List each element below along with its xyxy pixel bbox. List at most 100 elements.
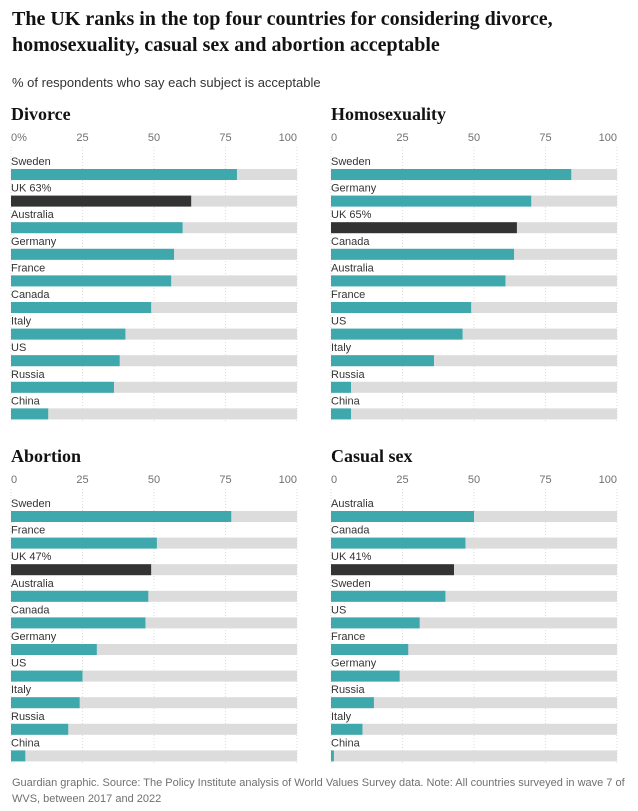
x-tick-label: 25 xyxy=(396,474,408,486)
bar-label: Australia xyxy=(11,209,55,221)
bar-row: Italy xyxy=(11,316,297,340)
bar xyxy=(11,355,120,367)
bar-label: Australia xyxy=(331,498,375,510)
bar xyxy=(331,511,474,522)
bar-row: Sweden xyxy=(11,156,297,180)
bar xyxy=(331,644,409,655)
bar-track xyxy=(11,697,297,709)
chart-subtitle: % of respondents who say each subject is… xyxy=(12,75,321,90)
bar-row: China xyxy=(331,737,617,762)
bar-row: France xyxy=(11,262,297,287)
panel-title-casual-sex: Casual sex xyxy=(331,446,413,466)
bar-label: Canada xyxy=(331,236,370,248)
bar-highlight xyxy=(331,564,454,576)
bar-label: China xyxy=(331,395,361,407)
bar xyxy=(11,644,97,655)
bar-track xyxy=(331,723,617,735)
bar xyxy=(11,511,232,522)
bar-track xyxy=(11,355,297,367)
bar-row: Italy xyxy=(11,684,297,709)
bar xyxy=(331,248,515,260)
x-tick-label: 0 xyxy=(11,474,17,486)
bar-row: UK 65% xyxy=(331,209,617,234)
bar xyxy=(11,275,172,287)
bar-label: US xyxy=(11,342,26,354)
bar-label: Italy xyxy=(11,684,32,696)
x-tick-label: 75 xyxy=(219,474,231,486)
bar xyxy=(331,302,472,313)
bar-track xyxy=(11,750,297,762)
bar xyxy=(11,328,126,340)
bar-track xyxy=(331,355,617,367)
bar-label: Germany xyxy=(331,183,377,195)
bar-row: UK 47% xyxy=(11,551,297,576)
x-axis-ticks: 0 25 50 75 100 xyxy=(331,132,617,144)
panel-title-abortion: Abortion xyxy=(11,446,82,466)
bar-track xyxy=(11,564,297,576)
panel-divorce: Divorce 0% 25 50 75 100 Sweden UK 63% Australia… xyxy=(10,103,298,433)
x-axis-ticks: 0% 25 50 75 100 xyxy=(11,132,297,144)
bar xyxy=(11,248,175,260)
bar-track xyxy=(331,381,617,393)
bar-track xyxy=(11,617,297,629)
bar-label: Australia xyxy=(331,262,375,274)
bar-label: France xyxy=(11,525,45,537)
bar-track xyxy=(11,590,297,602)
bars: Sweden Germany UK 65% Canada Australia France… xyxy=(331,156,617,420)
bar-track xyxy=(11,670,297,682)
bar xyxy=(11,670,83,682)
bar-label: Australia xyxy=(11,578,55,590)
panel-title-divorce: Divorce xyxy=(11,104,71,124)
x-tick-label: 50 xyxy=(148,474,160,486)
bar-track xyxy=(331,328,617,340)
bar-label: Germany xyxy=(11,631,57,643)
bar-chart-abortion: 0 25 50 75 100 Sweden France UK 47% Australia Can… xyxy=(10,474,298,764)
x-axis-ticks: 0 25 50 75 100 xyxy=(11,474,297,486)
bar-row: Canada xyxy=(11,289,297,313)
bar-row: Australia xyxy=(331,262,617,287)
bar-label: Sweden xyxy=(11,156,51,168)
bar-row: France xyxy=(331,631,617,655)
bar-track xyxy=(11,723,297,735)
x-tick-label: 25 xyxy=(76,132,88,144)
bars: Australia Canada UK 41% Sweden US France Germa… xyxy=(331,498,617,762)
bar-chart-homosexuality: 0 25 50 75 100 Sweden Germany UK 65% Canada Austr… xyxy=(330,132,618,422)
bar-track xyxy=(331,697,617,709)
bar-track xyxy=(331,564,617,576)
panel-abortion: Abortion 0 25 50 75 100 Sweden France UK 47% Aus… xyxy=(10,445,298,775)
bar-label: China xyxy=(11,737,41,749)
bar-track xyxy=(331,670,617,682)
bar-row: Russia xyxy=(331,369,617,393)
bar-label: US xyxy=(11,658,26,670)
bar-label: Sweden xyxy=(331,156,371,168)
bar-label: Germany xyxy=(331,658,377,670)
bar-row: Canada xyxy=(331,525,617,549)
x-tick-label: 100 xyxy=(279,132,297,144)
x-tick-label: 100 xyxy=(599,474,617,486)
bar-label: Italy xyxy=(331,342,352,354)
bar-label: China xyxy=(331,737,361,749)
x-tick-label: 0 xyxy=(331,474,337,486)
bar xyxy=(331,328,463,340)
x-axis-ticks: 0 25 50 75 100 xyxy=(331,474,617,486)
bar xyxy=(11,723,69,735)
bar xyxy=(11,222,183,234)
panel-title-homosexuality: Homosexuality xyxy=(331,104,446,124)
bar-label: Sweden xyxy=(331,578,371,590)
bar xyxy=(331,408,352,420)
bar xyxy=(11,381,114,393)
bar-row: UK 63% xyxy=(11,183,297,207)
x-tick-label: 50 xyxy=(468,474,480,486)
bar xyxy=(331,169,572,180)
gridlines xyxy=(10,489,298,764)
bar-row: Italy xyxy=(331,342,617,367)
x-tick-label: 25 xyxy=(396,132,408,144)
x-tick-label: 75 xyxy=(219,132,231,144)
bar-label: Italy xyxy=(11,316,32,328)
bar-label: Canada xyxy=(331,525,370,537)
bar-track xyxy=(331,590,617,602)
bar-row: Sweden xyxy=(331,156,617,180)
x-tick-label: 0% xyxy=(11,132,27,144)
bar-row: France xyxy=(11,525,297,549)
x-tick-label: 25 xyxy=(76,474,88,486)
